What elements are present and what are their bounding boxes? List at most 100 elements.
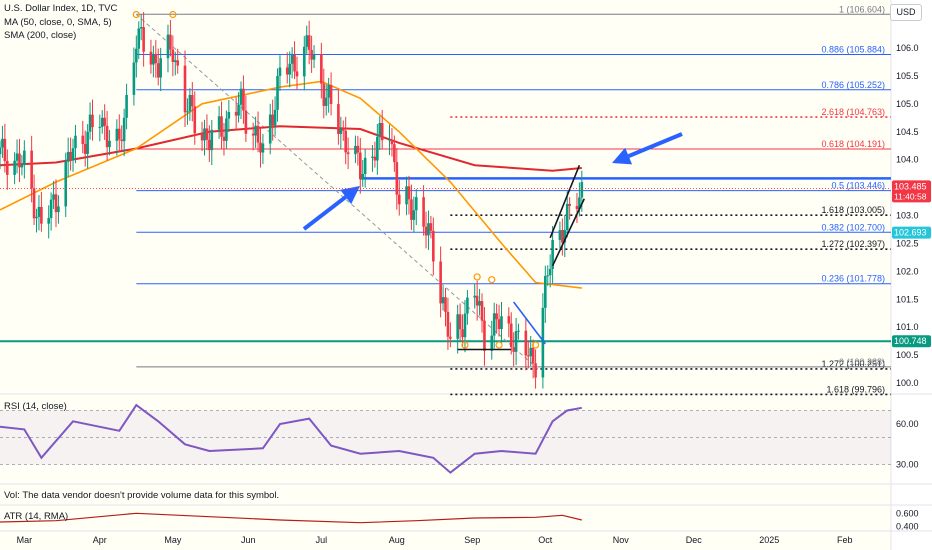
candle-body <box>261 143 265 153</box>
candle-body <box>407 186 411 200</box>
price-tick-0: 106.0 <box>896 43 919 53</box>
pivot-marker-2 <box>473 273 481 281</box>
candle-body <box>578 197 581 210</box>
candle-body <box>303 46 306 77</box>
candle-body <box>88 114 92 132</box>
time-label-3: Jun <box>241 535 256 545</box>
candle-body <box>363 157 367 174</box>
candle-body <box>193 106 197 134</box>
fib-label-12: 1.618 (99.796) <box>826 384 885 394</box>
candle-body <box>497 319 501 330</box>
time-label-1: Apr <box>93 535 107 545</box>
candle-body <box>20 165 24 168</box>
candle-body <box>52 194 55 200</box>
candle-body <box>295 71 299 77</box>
candle-body <box>81 135 85 145</box>
candle-body <box>0 147 2 155</box>
price-tick-7: 102.0 <box>896 266 919 276</box>
candle-body <box>242 88 245 111</box>
candle-body <box>135 48 138 63</box>
fib-label-3: 2.618 (104.763) <box>821 107 885 117</box>
candle-body <box>103 117 106 126</box>
candle-body <box>446 311 450 337</box>
sma-legend[interactable]: SMA (200, close) <box>4 30 77 41</box>
candle-body <box>461 329 464 338</box>
time-label-9: Dec <box>686 535 703 545</box>
candle-body <box>105 125 109 148</box>
candle-body <box>227 111 231 119</box>
volume-note: Vol: The data vendor doesn't provide vol… <box>4 490 280 501</box>
candle-body <box>1 138 4 148</box>
candle-body <box>475 295 479 306</box>
candle-body <box>397 194 401 205</box>
ma-legend[interactable]: MA (50, close, 0, SMA, 5) <box>4 17 112 28</box>
fib-label-1: 0.886 (105.884) <box>821 44 885 54</box>
rsi-tick-60: 60.00 <box>896 419 919 429</box>
candle-body <box>188 95 192 112</box>
candle-body <box>395 162 399 195</box>
pivot-marker-4 <box>461 341 469 349</box>
candle-body <box>376 136 379 161</box>
candle-body <box>159 58 162 78</box>
candle-body <box>285 67 289 75</box>
last-price-text: 103.485 <box>894 181 927 191</box>
candle-body <box>546 275 550 277</box>
candle-body <box>565 203 569 230</box>
atr-legend[interactable]: ATR (14, RMA) <box>4 511 69 522</box>
price-tick-5: 103.0 <box>896 211 919 221</box>
candle-body <box>458 314 462 330</box>
candle-body <box>166 34 170 59</box>
candle-body <box>210 129 214 151</box>
candle-body <box>492 313 496 336</box>
candle-body <box>256 125 260 143</box>
symbol-legend[interactable]: U.S. Dollar Index, 1D, TVC <box>4 3 118 14</box>
candle-body <box>495 313 498 320</box>
currency-button[interactable]: USD <box>890 4 922 21</box>
pivot-marker-1 <box>169 10 177 19</box>
candle-body <box>18 153 21 168</box>
channel-lower <box>551 198 585 267</box>
candle-body <box>480 301 484 321</box>
candle-body <box>410 199 413 220</box>
price-tick-2: 105.0 <box>896 99 919 109</box>
candle-body <box>74 135 77 149</box>
candle-body <box>108 140 111 148</box>
pivot-marker-0 <box>132 10 140 19</box>
candle-body <box>534 363 537 378</box>
candle-body <box>40 206 43 224</box>
pivot-marker-3 <box>488 276 496 284</box>
fib-label-10: 1.272 (100.251) <box>821 359 885 369</box>
candle-body <box>414 197 418 211</box>
price-tick-10: 100.5 <box>896 350 919 360</box>
rsi-tick-30: 30.00 <box>896 460 919 470</box>
candle-body <box>427 223 430 236</box>
candle-body <box>239 88 243 105</box>
candle-body <box>30 150 33 189</box>
candle-body <box>393 144 396 163</box>
candle-body <box>514 331 518 352</box>
candle-body <box>432 230 435 262</box>
candle-body <box>217 116 221 130</box>
candle-body <box>220 116 223 137</box>
candle-body <box>234 111 238 116</box>
arrow-up-left <box>302 186 360 231</box>
candle-body <box>422 197 425 227</box>
candle-body <box>13 160 16 175</box>
candle-body <box>412 210 416 220</box>
candle-body <box>509 323 513 348</box>
candle-body <box>244 110 248 134</box>
ma50-line <box>0 80 582 289</box>
candle-body <box>149 51 153 65</box>
candle-body <box>544 275 547 308</box>
rsi-legend[interactable]: RSI (14, close) <box>4 401 67 412</box>
candle-body <box>125 94 128 118</box>
candle-body <box>512 347 515 352</box>
fib-label-5: 0.5 (103.446) <box>831 181 885 191</box>
candle-body <box>71 148 75 161</box>
time-label-6: Sep <box>464 535 480 545</box>
arrow-down-right <box>612 132 683 165</box>
candle-body <box>54 194 58 213</box>
candle-body <box>259 142 262 153</box>
